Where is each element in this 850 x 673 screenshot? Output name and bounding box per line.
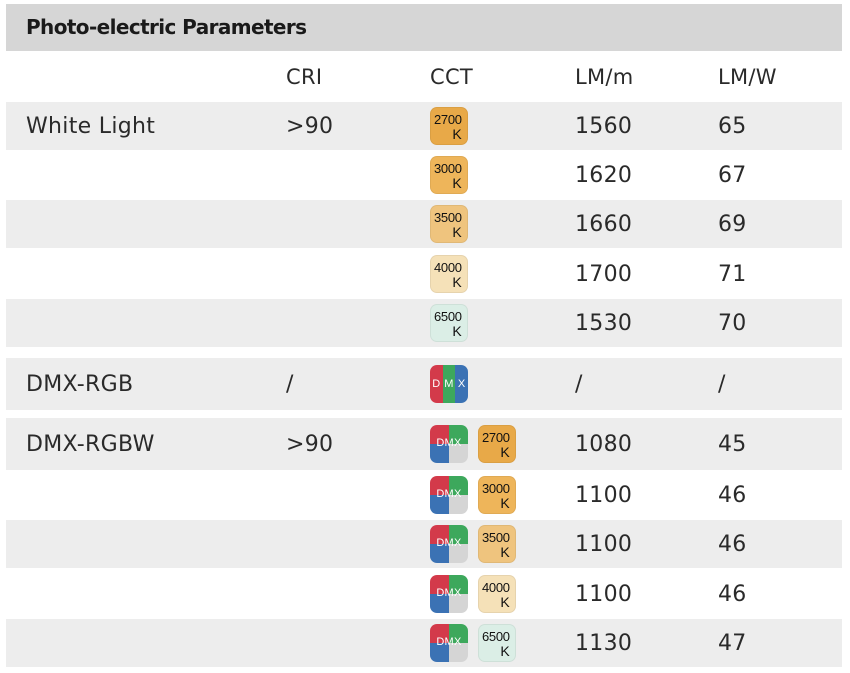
cct-3500k-badge: 3500 K <box>478 525 516 563</box>
dmx-rgbw-icon: DMX <box>430 525 468 563</box>
dmx-rgbw-icon: DMX <box>430 476 468 514</box>
cct-4000k-badge: 4000 K <box>478 575 516 613</box>
row-lmw: 70 <box>718 310 747 336</box>
header-lmw: LM/W <box>718 65 777 89</box>
row-lmw: 67 <box>718 162 747 188</box>
table-header-row: CRI CCT LM/m LM/W <box>6 52 842 102</box>
row-lmw: / <box>718 371 726 397</box>
table-row: DMX-RGBW >90 DMX 2700 K 1080 45 <box>6 418 842 470</box>
row-cri: >90 <box>286 113 334 139</box>
section-title: Photo-electric Parameters <box>26 15 307 39</box>
cct-cell: DMX 4000 K <box>430 570 516 618</box>
table-row: DMX-RGB / D M X / / <box>6 358 842 410</box>
header-cct: CCT <box>430 65 474 89</box>
cct-4000k-badge: 4000 K <box>430 255 468 293</box>
row-lmw: 45 <box>718 431 747 457</box>
cct-6500k-badge: 6500 K <box>478 624 516 662</box>
cct-cell: DMX 3500 K <box>430 520 516 568</box>
cct-6500k-badge: 6500 K <box>430 304 468 342</box>
cct-3000k-badge: 3000 K <box>430 156 468 194</box>
row-lmm: 1100 <box>575 531 633 557</box>
dmx-rgbw-icon: DMX <box>430 624 468 662</box>
row-lmm: 1080 <box>575 431 633 457</box>
table-row: 3000 K 1620 67 <box>6 151 842 199</box>
row-lmm: 1100 <box>575 482 633 508</box>
row-lmm: 1560 <box>575 113 633 139</box>
cct-cell: 3000 K <box>430 151 468 199</box>
row-lmm: / <box>575 371 583 397</box>
cct-3000k-badge: 3000 K <box>478 476 516 514</box>
table-row: White Light >90 2700 K 1560 65 <box>6 102 842 150</box>
table-row: DMX 4000 K 1100 46 <box>6 570 842 618</box>
row-lmw: 71 <box>718 261 747 287</box>
row-lmw: 46 <box>718 581 747 607</box>
cct-3500k-badge: 3500 K <box>430 205 468 243</box>
row-type: DMX-RGB <box>26 371 134 397</box>
dmx-rgb-icon: D M X <box>430 365 468 403</box>
cct-cell: DMX 3000 K <box>430 471 516 519</box>
row-lmm: 1700 <box>575 261 633 287</box>
table-row: 6500 K 1530 70 <box>6 299 842 347</box>
row-lmw: 65 <box>718 113 747 139</box>
cct-2700k-badge: 2700 K <box>430 107 468 145</box>
dmx-rgbw-icon: DMX <box>430 425 468 463</box>
row-cri: / <box>286 371 294 397</box>
table-row: DMX 6500 K 1130 47 <box>6 619 842 667</box>
table-row: 4000 K 1700 71 <box>6 250 842 298</box>
cct-cell: DMX 2700 K <box>430 418 516 470</box>
row-lmw: 47 <box>718 630 747 656</box>
cct-cell: 4000 K <box>430 250 468 298</box>
row-type: DMX-RGBW <box>26 431 155 457</box>
dmx-rgbw-icon: DMX <box>430 575 468 613</box>
cct-cell: DMX 6500 K <box>430 619 516 667</box>
section-title-bar: Photo-electric Parameters <box>6 4 842 51</box>
row-cri: >90 <box>286 431 334 457</box>
row-lmw: 46 <box>718 482 747 508</box>
header-lmm: LM/m <box>575 65 634 89</box>
row-lmw: 46 <box>718 531 747 557</box>
cct-cell: 6500 K <box>430 299 468 347</box>
cct-cell: D M X <box>430 358 468 410</box>
row-lmm: 1660 <box>575 211 633 237</box>
row-type: White Light <box>26 113 156 139</box>
cct-2700k-badge: 2700 K <box>478 425 516 463</box>
row-lmm: 1130 <box>575 630 633 656</box>
row-lmm: 1100 <box>575 581 633 607</box>
row-lmm: 1530 <box>575 310 633 336</box>
cct-cell: 3500 K <box>430 200 468 248</box>
table-row: DMX 3000 K 1100 46 <box>6 471 842 519</box>
header-cri: CRI <box>286 65 323 89</box>
table-row: 3500 K 1660 69 <box>6 200 842 248</box>
row-lmm: 1620 <box>575 162 633 188</box>
cct-cell: 2700 K <box>430 102 468 150</box>
table-row: DMX 3500 K 1100 46 <box>6 520 842 568</box>
row-lmw: 69 <box>718 211 747 237</box>
